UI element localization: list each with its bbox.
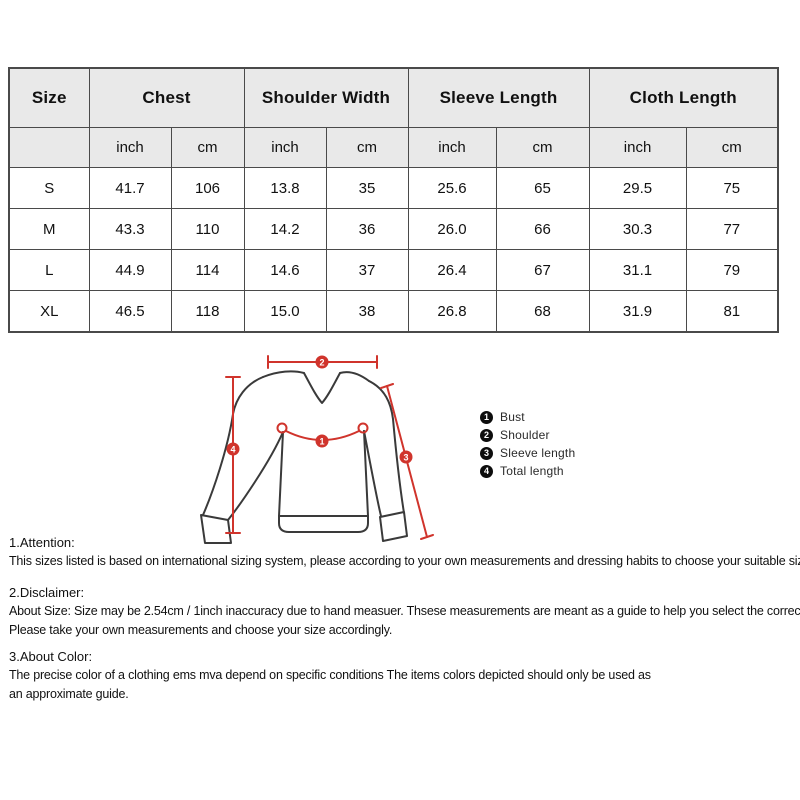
svg-text:2: 2 (319, 358, 324, 368)
table-row-s: S 41.7 106 13.8 35 25.6 65 29.5 75 (8, 167, 779, 209)
svg-text:1: 1 (319, 437, 324, 447)
shoulder-inch-value: 15.0 (243, 290, 327, 333)
legend-item-total-length: 4 Total length (480, 462, 575, 480)
chest-cm-value: 106 (170, 167, 245, 209)
note-line: The precise color of a clothing ems mva … (9, 668, 651, 682)
shoulder-inch-value: 14.6 (243, 249, 327, 291)
unit-cm: cm (325, 127, 409, 168)
unit-inch: inch (243, 127, 327, 168)
svg-text:4: 4 (230, 445, 235, 455)
col-header-sleeve-length: Sleeve Length (407, 67, 590, 128)
note-title: 3.About Color: (9, 649, 93, 664)
units-empty-cell (8, 127, 90, 168)
legend-num-badge: 4 (480, 464, 493, 478)
unit-cm: cm (685, 127, 779, 168)
legend-label: Shoulder (500, 428, 550, 442)
legend-num-badge: 3 (480, 446, 493, 460)
legend-item-sleeve-length: 3 Sleeve length (480, 444, 575, 462)
marker-sleeve (399, 450, 413, 464)
cloth-cm-value: 75 (685, 167, 779, 209)
cloth-inch-value: 31.9 (588, 290, 687, 333)
chest-cm-value: 114 (170, 249, 245, 291)
note-attention: 1.Attention: This sizes listed is based … (9, 533, 800, 571)
chest-cm-value: 110 (170, 208, 245, 250)
legend-num-badge: 2 (480, 428, 493, 442)
sleeve-cm-value: 67 (495, 249, 590, 291)
shoulder-cm-value: 37 (325, 249, 409, 291)
note-title: 1.Attention: (9, 535, 75, 550)
chest-inch-value: 43.3 (88, 208, 172, 250)
size-value: L (8, 249, 90, 291)
unit-inch: inch (88, 127, 172, 168)
size-chart-table: Size Chest Shoulder Width Sleeve Length … (8, 67, 780, 333)
chest-inch-value: 41.7 (88, 167, 172, 209)
marker-total-length (226, 442, 240, 456)
legend-label: Sleeve length (500, 446, 576, 460)
notes-section: 1.Attention: This sizes listed is based … (9, 533, 800, 716)
legend-item-shoulder: 2 Shoulder (480, 426, 575, 444)
note-line: About Size: Size may be 2.54cm / 1inch i… (9, 604, 800, 618)
table-row-l: L 44.9 114 14.6 37 26.4 67 31.1 79 (8, 249, 779, 291)
legend-num-badge: 1 (480, 410, 493, 424)
note-line: Please take your own measurements and ch… (9, 623, 393, 637)
table-header-row: Size Chest Shoulder Width Sleeve Length … (8, 67, 779, 128)
legend-item-bust: 1 Bust (480, 408, 575, 426)
sleeve-inch-value: 26.8 (407, 290, 497, 333)
cloth-inch-value: 30.3 (588, 208, 687, 250)
chest-inch-value: 46.5 (88, 290, 172, 333)
measure-legend: 1 Bust 2 Shoulder 3 Sleeve length 4 Tota… (480, 408, 575, 480)
sweater-outline (200, 370, 408, 544)
cloth-cm-value: 81 (685, 290, 779, 333)
unit-inch: inch (588, 127, 687, 168)
shoulder-cm-value: 35 (325, 167, 409, 209)
size-value: S (8, 167, 90, 209)
col-header-cloth-length: Cloth Length (588, 67, 779, 128)
col-header-chest: Chest (88, 67, 245, 128)
note-about-color: 3.About Color: The precise color of a cl… (9, 647, 799, 704)
shoulder-inch-value: 13.8 (243, 167, 327, 209)
size-value: M (8, 208, 90, 250)
note-disclaimer: 2.Disclaimer: About Size: Size may be 2.… (9, 583, 800, 640)
note-title: 2.Disclaimer: (9, 585, 85, 600)
measure-markers: 2 4 1 3 (226, 355, 413, 464)
cloth-cm-value: 77 (685, 208, 779, 250)
marker-shoulder (315, 355, 329, 369)
sleeve-cm-value: 68 (495, 290, 590, 333)
unit-inch: inch (407, 127, 497, 168)
table-row-m: M 43.3 110 14.2 36 26.0 66 30.3 77 (8, 208, 779, 250)
cloth-inch-value: 31.1 (588, 249, 687, 291)
marker-bust (315, 434, 329, 448)
chest-inch-value: 44.9 (88, 249, 172, 291)
cloth-inch-value: 29.5 (588, 167, 687, 209)
legend-label: Bust (500, 410, 525, 424)
shoulder-cm-value: 36 (325, 208, 409, 250)
svg-text:3: 3 (403, 453, 408, 463)
cloth-cm-value: 79 (685, 249, 779, 291)
sleeve-inch-value: 26.4 (407, 249, 497, 291)
note-line: This sizes listed is based on internatio… (9, 554, 800, 568)
table-row-xl: XL 46.5 118 15.0 38 26.8 68 31.9 81 (8, 290, 779, 333)
chest-cm-value: 118 (170, 290, 245, 333)
legend-label: Total length (500, 464, 564, 478)
unit-cm: cm (495, 127, 590, 168)
table-units-row: inch cm inch cm inch cm inch cm (8, 127, 779, 168)
note-line: an approximate guide. (9, 687, 129, 701)
shoulder-cm-value: 38 (325, 290, 409, 333)
sleeve-inch-value: 25.6 (407, 167, 497, 209)
unit-cm: cm (170, 127, 245, 168)
shoulder-inch-value: 14.2 (243, 208, 327, 250)
sleeve-cm-value: 66 (495, 208, 590, 250)
